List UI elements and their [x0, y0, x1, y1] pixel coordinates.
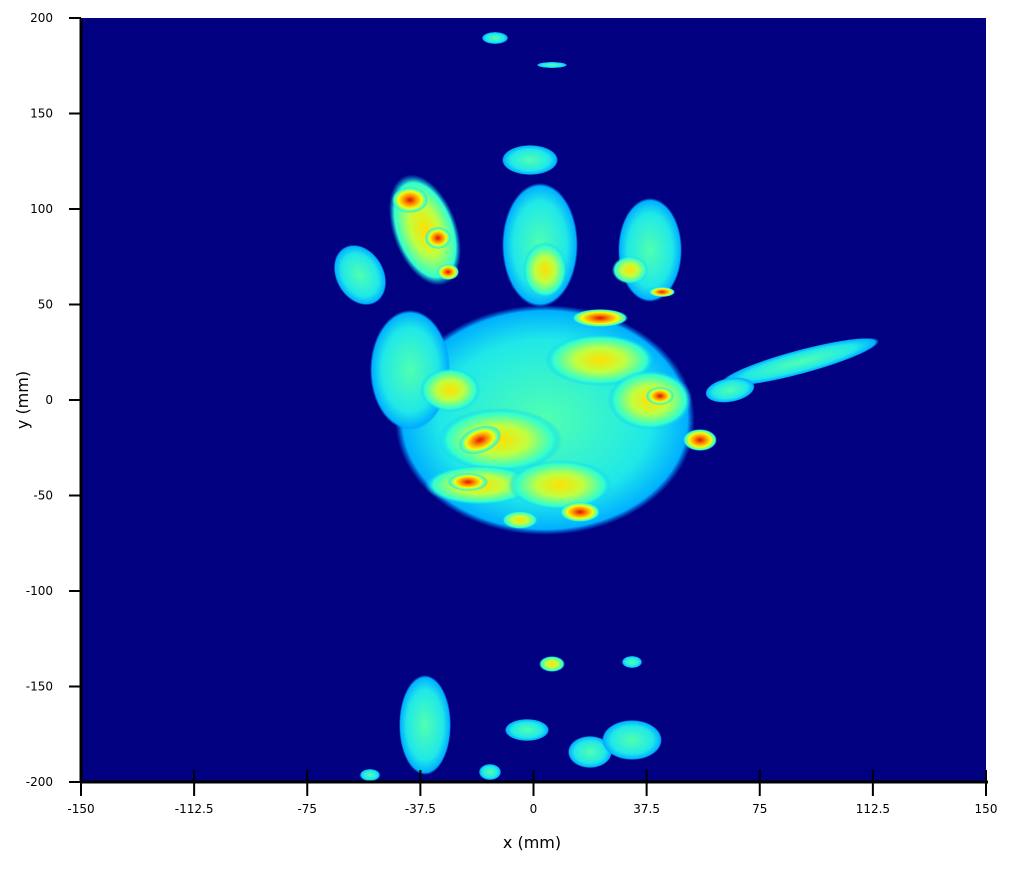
- y-axis-label: y (mm): [13, 371, 32, 429]
- y-tick-label: 200: [30, 11, 53, 25]
- image-blob: [618, 198, 682, 302]
- x-tick-label: -112.5: [175, 802, 214, 816]
- image-blob: [420, 368, 480, 412]
- image-blob: [705, 377, 755, 403]
- y-tick-label: 150: [30, 107, 53, 121]
- x-tick-label: 112.5: [856, 802, 890, 816]
- image-blob: [508, 460, 612, 510]
- image-blob: [537, 62, 567, 68]
- image-blob: [399, 675, 451, 775]
- image-blob: [602, 720, 662, 760]
- image-blob: [560, 502, 600, 522]
- x-tick-label: -75: [297, 802, 317, 816]
- y-tick-label: -150: [26, 680, 53, 694]
- image-blob: [572, 309, 628, 327]
- image-blob: [683, 429, 717, 451]
- image-blob: [437, 264, 459, 280]
- image-blob: [612, 256, 648, 284]
- x-axis-label: x (mm): [503, 833, 561, 852]
- y-tick-label: 100: [30, 202, 53, 216]
- image-blob: [502, 145, 558, 175]
- y-tick-label: -50: [33, 489, 53, 503]
- image-blob: [539, 656, 565, 672]
- y-tick-label: 50: [38, 298, 53, 312]
- y-tick-label: 0: [45, 393, 53, 407]
- image-blob: [425, 227, 451, 249]
- image-blob: [479, 764, 501, 780]
- x-tick-label: 0: [530, 802, 538, 816]
- image-blob: [622, 656, 642, 668]
- image-blob: [649, 287, 675, 297]
- image-blob: [360, 769, 380, 781]
- x-tick-label: 150: [975, 802, 998, 816]
- x-tick-label: 37.5: [633, 802, 660, 816]
- image-blob: [646, 387, 674, 405]
- image-blob: [392, 187, 428, 213]
- image-blob: [438, 408, 562, 472]
- y-tick-label: -100: [26, 584, 53, 598]
- image-blob: [482, 32, 508, 44]
- x-tick-label: 75: [752, 802, 767, 816]
- image-blob: [502, 511, 538, 529]
- x-tick-label: -150: [67, 802, 94, 816]
- image-blob: [545, 334, 655, 386]
- image-blob: [448, 473, 488, 491]
- image-blob: [568, 736, 612, 768]
- hand-image: [333, 32, 880, 781]
- y-tick-label: -200: [26, 775, 53, 789]
- image-blob: [720, 337, 880, 387]
- image-blob: [505, 719, 549, 741]
- x-tick-label: -37.5: [405, 802, 436, 816]
- image-blob: [333, 244, 387, 306]
- image-blob: [523, 242, 567, 298]
- image-blob: [458, 425, 502, 455]
